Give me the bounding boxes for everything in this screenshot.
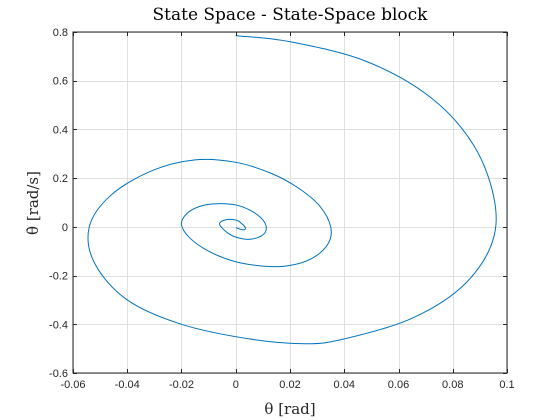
x-tick-label: 0.08 <box>442 379 463 391</box>
x-tick-label: 0.1 <box>499 379 514 391</box>
y-tick-labels: -0.6 -0.4 -0.2 0 0.2 0.4 0.6 0.8 <box>49 27 68 380</box>
x-tick-labels: -0.06 -0.04 -0.02 0 0.02 0.04 0.06 0.08 0.1 <box>60 379 514 391</box>
y-tick-label: -0.4 <box>49 319 68 331</box>
y-axis-label: θ̇ [rad/s] <box>24 171 42 235</box>
y-tick-label: -0.2 <box>49 271 68 283</box>
y-tick-label: 0.2 <box>53 173 68 185</box>
x-tick-label: -0.04 <box>115 379 140 391</box>
x-tick-label: 0.02 <box>279 379 300 391</box>
y-tick-label: -0.6 <box>49 368 68 380</box>
y-tick-label: 0.4 <box>53 124 68 136</box>
y-tick-label: 0 <box>62 222 68 234</box>
x-tick-label: -0.02 <box>169 379 194 391</box>
x-axis-label: θ [rad] <box>264 400 315 418</box>
series-line-0 <box>87 35 497 345</box>
y-tick-label: 0.6 <box>53 76 68 88</box>
y-tick-label: 0.8 <box>53 27 68 39</box>
x-tick-label: 0.06 <box>388 379 409 391</box>
series-layer <box>87 35 497 345</box>
chart-title: State Space - State-Space block <box>153 5 429 25</box>
x-tick-label: -0.06 <box>60 379 85 391</box>
x-tick-label: 0 <box>233 379 239 391</box>
x-tick-label: 0.04 <box>334 379 355 391</box>
ticks <box>73 32 508 374</box>
